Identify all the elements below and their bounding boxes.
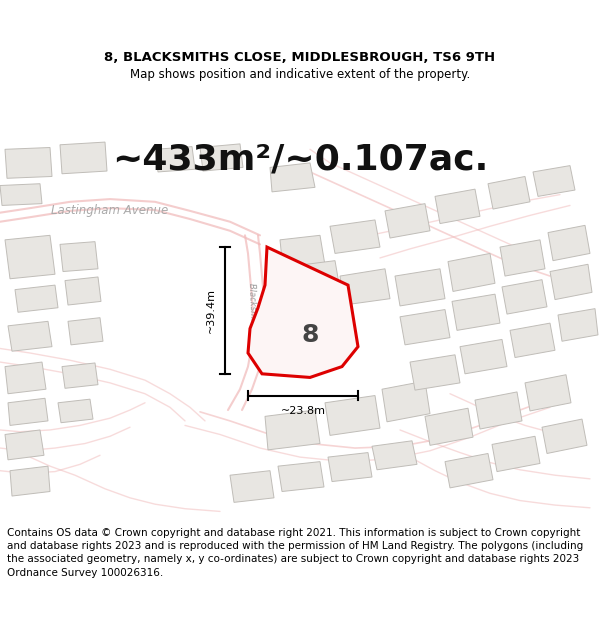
Text: ~23.8m: ~23.8m bbox=[281, 406, 325, 416]
Text: Map shows position and indicative extent of the property.: Map shows position and indicative extent… bbox=[130, 68, 470, 81]
Text: Lastingham Avenue: Lastingham Avenue bbox=[52, 204, 169, 217]
Polygon shape bbox=[510, 323, 555, 357]
Polygon shape bbox=[500, 240, 545, 276]
Polygon shape bbox=[65, 277, 101, 305]
Polygon shape bbox=[558, 309, 598, 341]
Polygon shape bbox=[60, 242, 98, 271]
Polygon shape bbox=[60, 142, 107, 174]
Polygon shape bbox=[382, 381, 430, 422]
Polygon shape bbox=[445, 454, 493, 488]
Polygon shape bbox=[5, 236, 55, 279]
Polygon shape bbox=[270, 163, 315, 192]
Polygon shape bbox=[492, 436, 540, 472]
Polygon shape bbox=[325, 396, 380, 436]
Polygon shape bbox=[550, 264, 592, 299]
Polygon shape bbox=[230, 471, 274, 502]
Polygon shape bbox=[452, 294, 500, 331]
Text: Contains OS data © Crown copyright and database right 2021. This information is : Contains OS data © Crown copyright and d… bbox=[7, 528, 583, 578]
Text: Blacksmiths Close: Blacksmiths Close bbox=[247, 283, 259, 359]
Polygon shape bbox=[265, 410, 320, 450]
Polygon shape bbox=[488, 176, 530, 209]
Polygon shape bbox=[200, 144, 243, 171]
Polygon shape bbox=[330, 220, 380, 253]
Polygon shape bbox=[395, 269, 445, 306]
Polygon shape bbox=[10, 466, 50, 496]
Polygon shape bbox=[5, 430, 44, 460]
Polygon shape bbox=[8, 321, 52, 351]
Polygon shape bbox=[372, 441, 417, 470]
Polygon shape bbox=[278, 462, 324, 491]
Polygon shape bbox=[525, 375, 571, 411]
Polygon shape bbox=[533, 166, 575, 196]
Polygon shape bbox=[448, 253, 495, 291]
Polygon shape bbox=[280, 236, 325, 270]
Polygon shape bbox=[8, 398, 48, 426]
Text: ~433m²/~0.107ac.: ~433m²/~0.107ac. bbox=[112, 142, 488, 176]
Polygon shape bbox=[58, 399, 93, 422]
Polygon shape bbox=[0, 184, 42, 206]
Text: 8, BLACKSMITHS CLOSE, MIDDLESBROUGH, TS6 9TH: 8, BLACKSMITHS CLOSE, MIDDLESBROUGH, TS6… bbox=[104, 51, 496, 64]
Polygon shape bbox=[548, 226, 590, 261]
Polygon shape bbox=[155, 147, 195, 172]
Polygon shape bbox=[435, 189, 480, 224]
Polygon shape bbox=[328, 452, 372, 481]
Polygon shape bbox=[5, 148, 52, 178]
Polygon shape bbox=[15, 285, 58, 312]
Polygon shape bbox=[400, 309, 450, 345]
Polygon shape bbox=[425, 408, 473, 446]
Polygon shape bbox=[5, 362, 46, 394]
Text: 8: 8 bbox=[301, 323, 319, 347]
Polygon shape bbox=[68, 318, 103, 345]
Polygon shape bbox=[340, 269, 390, 305]
Text: ~39.4m: ~39.4m bbox=[206, 288, 216, 333]
Polygon shape bbox=[410, 355, 460, 390]
Polygon shape bbox=[285, 261, 340, 296]
Polygon shape bbox=[475, 392, 522, 429]
Polygon shape bbox=[502, 279, 547, 314]
Polygon shape bbox=[62, 363, 98, 388]
Polygon shape bbox=[248, 247, 358, 378]
Polygon shape bbox=[385, 204, 430, 238]
Polygon shape bbox=[460, 339, 507, 374]
Polygon shape bbox=[542, 419, 587, 454]
